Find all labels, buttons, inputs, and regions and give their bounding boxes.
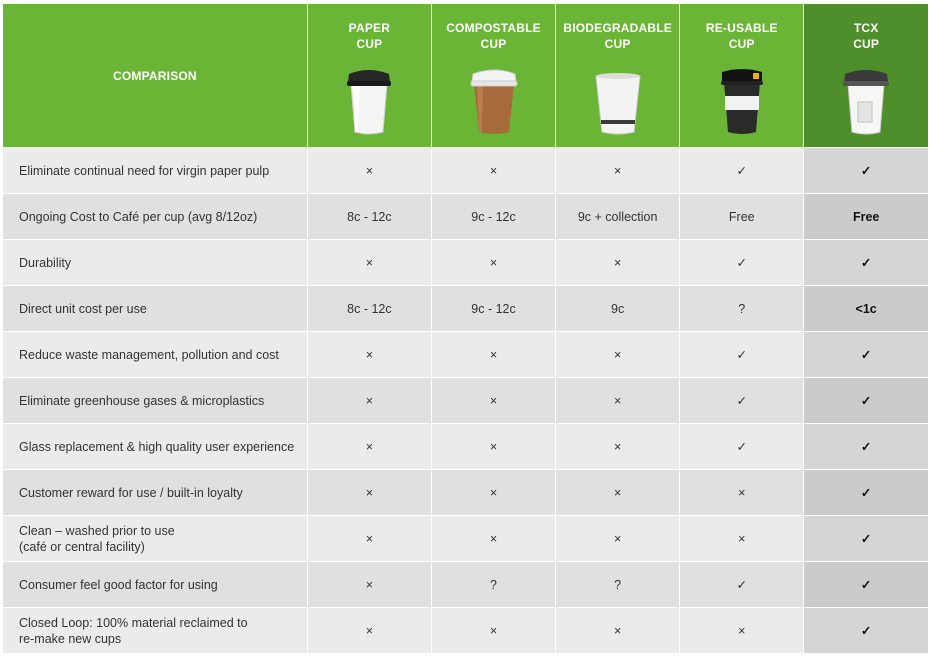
table-cell: ✓ — [803, 377, 928, 424]
column-header-biodegradable: BIODEGRADABLE CUP — [555, 4, 681, 148]
table-cell: ? — [431, 561, 557, 608]
reusable-cup-icon — [720, 69, 763, 134]
table-cell: Free — [679, 193, 805, 240]
table-cell: ✓ — [679, 377, 805, 424]
table-cell: × — [679, 607, 805, 653]
table-cell: × — [555, 239, 681, 286]
table-cell: 8c - 12c — [307, 285, 432, 332]
table-cell: × — [307, 331, 432, 378]
table-cell: × — [307, 239, 432, 286]
row-label: Durability — [3, 239, 308, 286]
table-cell: 9c — [555, 285, 681, 332]
column-label: BIODEGRADABLE CUP — [563, 21, 672, 51]
table-cell: × — [431, 377, 557, 424]
table-row: Clean – washed prior to use (café or cent… — [3, 515, 928, 562]
table-cell: Free — [803, 193, 928, 240]
table-cell: ✓ — [679, 423, 805, 470]
table-cell: ? — [555, 561, 681, 608]
comparison-page: COMPARISON PAPER CUP COMPOSTABLE CUP — [0, 4, 928, 657]
table-cell: × — [555, 377, 681, 424]
table-cell: ✓ — [803, 515, 928, 562]
table-row: Reduce waste management, pollution and c… — [3, 331, 928, 378]
table-cell: 9c + collection — [555, 193, 681, 240]
table-cell: × — [307, 469, 432, 516]
table-row: Durability × × × ✓ ✓ — [3, 239, 928, 286]
table-cell: ✓ — [679, 147, 805, 194]
comparison-header: COMPARISON — [3, 4, 308, 148]
table-cell: × — [555, 607, 681, 653]
table-cell: ✓ — [679, 239, 805, 286]
paper-cup-icon — [347, 70, 392, 135]
column-header-reusable: RE-USABLE CUP — [679, 4, 805, 148]
header-row: COMPARISON PAPER CUP COMPOSTABLE CUP — [3, 4, 928, 148]
table-cell: ✓ — [803, 469, 928, 516]
table-cell: ✓ — [803, 607, 928, 653]
table-cell: ? — [679, 285, 805, 332]
row-label: Glass replacement & high quality user ex… — [3, 423, 308, 470]
table-cell: ✓ — [803, 147, 928, 194]
table-row: Eliminate greenhouse gases & microplasti… — [3, 377, 928, 424]
table-cell: × — [307, 147, 432, 194]
table-row: Ongoing Cost to Café per cup (avg 8/12oz… — [3, 193, 928, 240]
table-row: Direct unit cost per use 8c - 12c 9c - 12c… — [3, 285, 928, 332]
table-cell: × — [431, 147, 557, 194]
table-cell: ✓ — [679, 561, 805, 608]
row-label: Ongoing Cost to Café per cup (avg 8/12oz… — [3, 193, 308, 240]
row-label: Eliminate greenhouse gases & microplasti… — [3, 377, 308, 424]
table-cell: × — [555, 469, 681, 516]
row-label: Reduce waste management, pollution and c… — [3, 331, 308, 378]
table-cell: ✓ — [803, 239, 928, 286]
column-header-tcx: TCX CUP — [803, 4, 928, 148]
column-label: RE-USABLE CUP — [705, 21, 778, 51]
row-label: Closed Loop: 100% material reclaimed to r… — [3, 607, 308, 653]
table-cell: × — [431, 607, 557, 653]
table-cell: ✓ — [679, 331, 805, 378]
table-cell: ✓ — [803, 331, 928, 378]
table-cell: × — [307, 607, 432, 653]
row-label: Customer reward for use / built-in loyal… — [3, 469, 308, 516]
table-cell: × — [555, 515, 681, 562]
table-cell: × — [307, 561, 432, 608]
table-cell: × — [307, 515, 432, 562]
column-label: PAPER CUP — [348, 21, 391, 51]
table-cell: × — [555, 331, 681, 378]
table-cell: × — [431, 515, 557, 562]
table-cell: × — [431, 469, 557, 516]
table-cell: <1c — [803, 285, 928, 332]
biodegradable-cup-icon — [595, 73, 641, 135]
row-label: Eliminate continual need for virgin pape… — [3, 147, 308, 194]
comparison-label: COMPARISON — [113, 68, 197, 83]
table-cell: × — [431, 423, 557, 470]
table-cell: × — [555, 147, 681, 194]
column-label: COMPOSTABLE CUP — [446, 21, 541, 51]
table-cell: × — [555, 423, 681, 470]
table-row: Closed Loop: 100% material reclaimed to r… — [3, 607, 928, 653]
tcx-cup-icon — [843, 70, 890, 135]
table-cell: 8c - 12c — [307, 193, 432, 240]
table-row: Eliminate continual need for virgin pape… — [3, 147, 928, 194]
column-header-paper: PAPER CUP — [307, 4, 432, 148]
table-cell: × — [307, 377, 432, 424]
table-row: Customer reward for use / built-in loyal… — [3, 469, 928, 516]
row-label: Clean – washed prior to use (café or cent… — [3, 515, 308, 562]
table-cell: × — [431, 331, 557, 378]
column-header-compostable: COMPOSTABLE CUP — [431, 4, 557, 148]
table-row: Consumer feel good factor for using ×?? ✓ ✓ — [3, 561, 928, 608]
table-cell: 9c - 12c — [431, 193, 557, 240]
table-cell: × — [431, 239, 557, 286]
table-cell: 9c - 12c — [431, 285, 557, 332]
table-cell: ✓ — [803, 561, 928, 608]
table-cell: ✓ — [803, 423, 928, 470]
table-cell: × — [679, 515, 805, 562]
column-label: TCX CUP — [853, 21, 880, 51]
row-label: Consumer feel good factor for using — [3, 561, 308, 608]
table-cell: × — [307, 423, 432, 470]
row-label: Direct unit cost per use — [3, 285, 308, 332]
table-row: Glass replacement & high quality user ex… — [3, 423, 928, 470]
comparison-body: Eliminate continual need for virgin pape… — [3, 147, 928, 653]
table-cell: × — [679, 469, 805, 516]
compostable-cup-icon — [470, 69, 518, 134]
comparison-table: COMPARISON PAPER CUP COMPOSTABLE CUP — [3, 4, 928, 653]
